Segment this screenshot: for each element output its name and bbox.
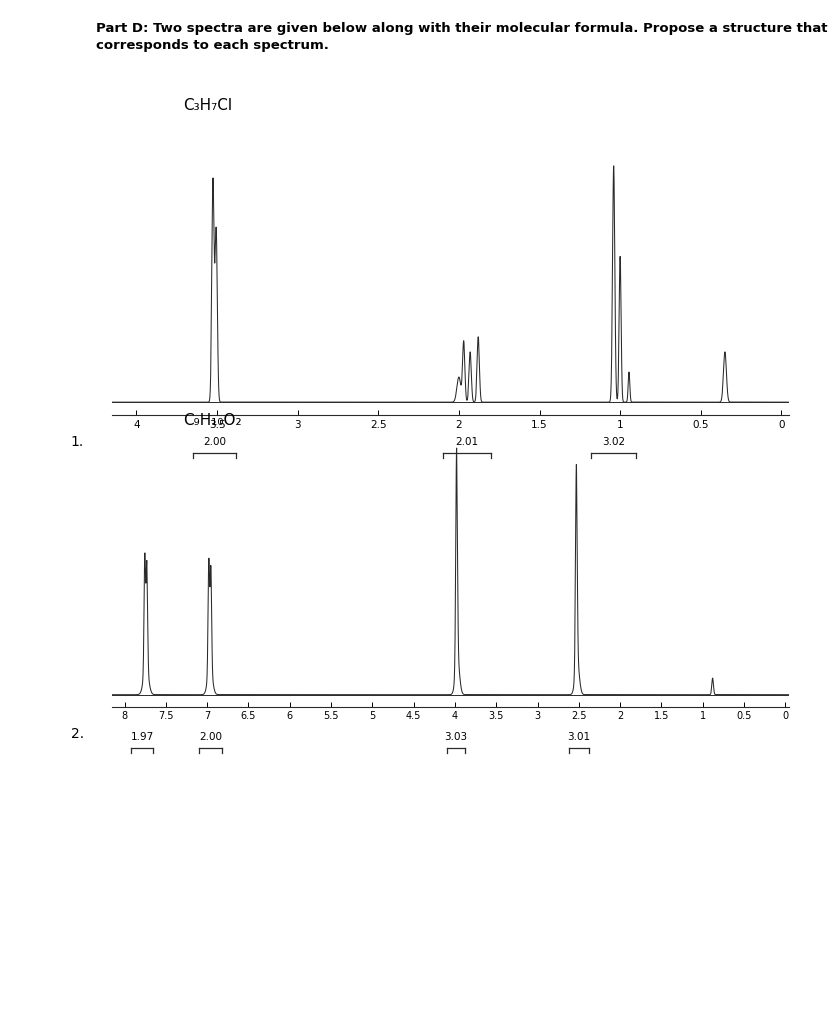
Text: 3.03: 3.03: [445, 732, 467, 742]
Text: 1.97: 1.97: [130, 732, 154, 742]
Text: Part D: Two spectra are given below along with their molecular formula. Propose : Part D: Two spectra are given below alon…: [96, 22, 827, 51]
Text: C₉H₁₀O₂: C₉H₁₀O₂: [183, 413, 242, 428]
Text: 3.02: 3.02: [602, 437, 625, 447]
Text: 2.00: 2.00: [199, 732, 222, 742]
Text: 2.: 2.: [71, 727, 84, 741]
Text: 2.01: 2.01: [455, 437, 479, 447]
Text: 2.00: 2.00: [203, 437, 226, 447]
Text: 1.: 1.: [71, 435, 84, 450]
Text: 3.01: 3.01: [568, 732, 590, 742]
Text: C₃H₇Cl: C₃H₇Cl: [183, 97, 232, 113]
